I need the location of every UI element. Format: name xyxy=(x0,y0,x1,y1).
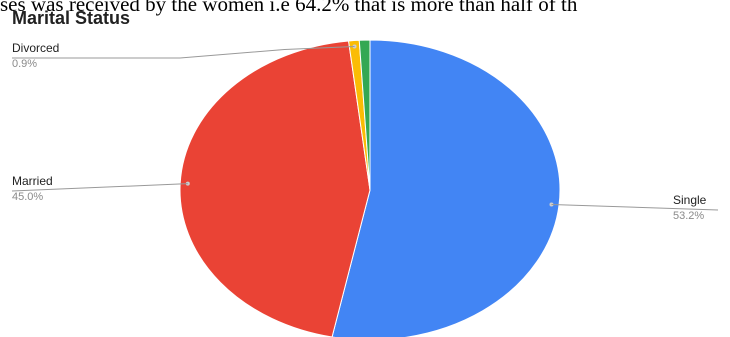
slice-percent-divorced: 0.9% xyxy=(12,58,37,70)
pie-slice-married xyxy=(179,40,371,337)
slice-label-single: Single xyxy=(673,193,707,207)
document-text-line: ses was received by the women i.e 64.2% … xyxy=(0,0,578,16)
slice-percent-married: 45.0% xyxy=(12,191,43,203)
slice-label-divorced: Divorced xyxy=(12,41,59,55)
chart-title: Marital Status xyxy=(12,8,131,28)
slice-percent-single: 53.2% xyxy=(673,210,704,222)
pie-slice-unlabeled xyxy=(358,39,371,191)
slice-label-married: Married xyxy=(12,174,53,188)
leader-line-divorced xyxy=(12,46,355,59)
leader-line-married xyxy=(11,183,188,192)
leader-line-single xyxy=(551,203,719,211)
